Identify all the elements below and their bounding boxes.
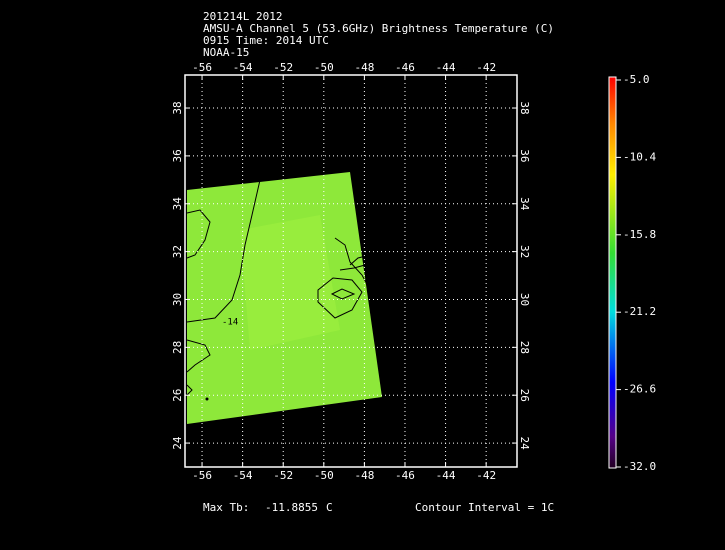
- lon-tick-label: -50: [314, 469, 334, 482]
- lon-tick-label: -56: [192, 61, 212, 74]
- colorbar-label: -5.0: [623, 73, 650, 86]
- lat-tick-label: 34: [171, 197, 184, 211]
- footer-value: -11.8855: [265, 501, 318, 514]
- lat-tick-label: 30: [171, 293, 184, 306]
- lat-tick-label: 26: [171, 389, 184, 402]
- lat-tick-label: 32: [518, 245, 531, 258]
- footer-label: Max Tb:: [203, 501, 249, 514]
- colorbar-label: -21.2: [623, 305, 656, 318]
- footer-unit: C: [326, 501, 333, 514]
- lon-tick-label: -54: [233, 469, 253, 482]
- lat-tick-label: 38: [171, 101, 184, 114]
- lat-tick-label: 28: [171, 341, 184, 354]
- lat-tick-label: 24: [518, 436, 531, 450]
- lon-tick-label: -46: [395, 469, 415, 482]
- colorbar: [608, 76, 617, 469]
- header-line: 0915 Time: 2014 UTC: [203, 34, 329, 47]
- lon-tick-label: -52: [273, 469, 293, 482]
- header-line: 201214L 2012: [203, 10, 282, 23]
- lat-tick-label: 28: [518, 341, 531, 354]
- colorbar-label: -32.0: [623, 460, 656, 473]
- lat-tick-label: 36: [518, 149, 531, 162]
- header-line: AMSU-A Channel 5 (53.6GHz) Brightness Te…: [203, 22, 554, 35]
- lat-tick-label: 34: [518, 197, 531, 211]
- lon-tick-label: -42: [476, 61, 496, 74]
- contours: [186, 179, 376, 396]
- lon-tick-label: -52: [273, 61, 293, 74]
- lon-tick-label: -46: [395, 61, 415, 74]
- map-frame: [184, 74, 518, 468]
- contour-point: [205, 397, 209, 401]
- lat-tick-label: 32: [171, 245, 184, 258]
- lon-tick-label: -50: [314, 61, 334, 74]
- footer-contour: Contour Interval = 1C: [415, 501, 554, 514]
- lon-tick-label: -42: [476, 469, 496, 482]
- lon-tick-label: -44: [436, 469, 456, 482]
- lon-tick-label: -48: [354, 61, 374, 74]
- lon-tick-label: -44: [436, 61, 456, 74]
- swath-shading: [240, 215, 340, 350]
- lon-tick-label: -48: [354, 469, 374, 482]
- colorbar-label: -10.4: [623, 150, 656, 163]
- lat-tick-label: 24: [171, 436, 184, 450]
- lat-tick-label: 36: [171, 149, 184, 162]
- lon-tick-label: -54: [233, 61, 253, 74]
- lon-tick-label: -56: [192, 469, 212, 482]
- lat-tick-label: 30: [518, 293, 531, 306]
- colorbar-label: -26.6: [623, 383, 656, 396]
- lat-tick-label: 26: [518, 389, 531, 402]
- colorbar-label: -15.8: [623, 228, 656, 241]
- contour-label: -14: [222, 318, 238, 328]
- lat-tick-label: 38: [518, 101, 531, 114]
- header-line: NOAA-15: [203, 46, 249, 59]
